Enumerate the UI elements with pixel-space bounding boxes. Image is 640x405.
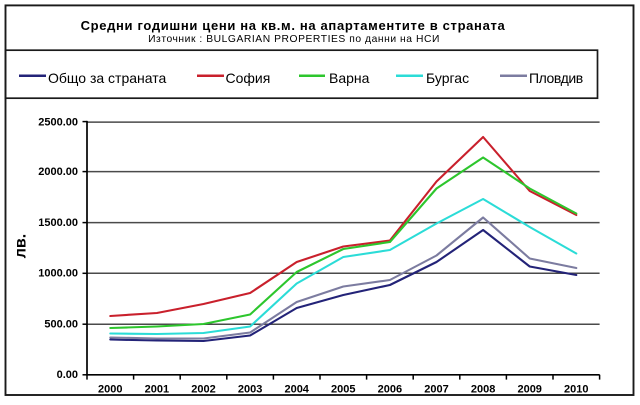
svg-text:2007: 2007 xyxy=(424,384,448,396)
svg-text:2003: 2003 xyxy=(238,384,262,396)
svg-text:2000: 2000 xyxy=(98,384,122,396)
svg-text:Общо за страната: Общо за страната xyxy=(48,70,166,86)
svg-text:1000.00: 1000.00 xyxy=(38,268,78,280)
svg-text:2002: 2002 xyxy=(191,384,215,396)
svg-text:1500.00: 1500.00 xyxy=(38,217,78,229)
svg-text:София: София xyxy=(226,70,271,86)
svg-text:2001: 2001 xyxy=(145,384,169,396)
svg-text:Средни годишни цени на кв.м. н: Средни годишни цени на кв.м. на апартаме… xyxy=(81,18,506,33)
svg-text:лв.: лв. xyxy=(13,234,30,258)
svg-text:2004: 2004 xyxy=(284,384,309,396)
svg-text:500.00: 500.00 xyxy=(44,318,78,330)
svg-text:Пловдив: Пловдив xyxy=(529,70,583,86)
svg-text:Варна: Варна xyxy=(329,70,370,86)
svg-text:0.00: 0.00 xyxy=(57,369,78,381)
svg-text:2005: 2005 xyxy=(331,384,355,396)
svg-text:2006: 2006 xyxy=(378,384,402,396)
svg-text:Източник : BULGARIAN PROPERTIE: Източник : BULGARIAN PROPERTIES по данни… xyxy=(148,34,440,45)
svg-text:2500.00: 2500.00 xyxy=(38,117,78,129)
svg-text:2000.00: 2000.00 xyxy=(38,166,78,178)
svg-text:2010: 2010 xyxy=(564,384,588,396)
svg-text:2008: 2008 xyxy=(471,384,495,396)
svg-text:2009: 2009 xyxy=(517,384,541,396)
svg-text:Бургас: Бургас xyxy=(426,70,469,86)
